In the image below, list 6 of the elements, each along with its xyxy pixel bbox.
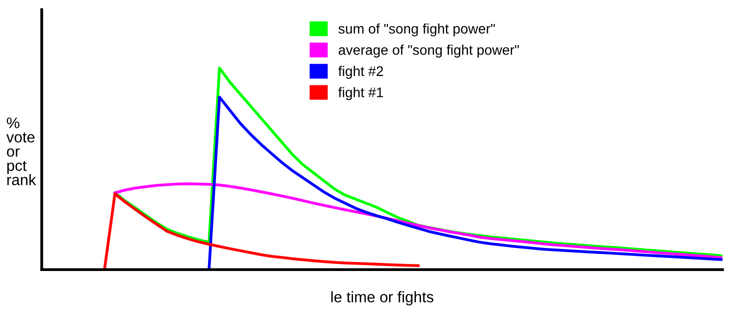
legend-label: average of "song fight power": [338, 44, 519, 58]
legend-label: fight #2: [338, 66, 383, 79]
legend-label: sum of "song fight power": [338, 23, 495, 36]
y-axis-title: % vote or pct rank: [6, 118, 36, 186]
legend-label: fight #1: [338, 87, 383, 100]
x-axis-title: le time or fights: [331, 291, 434, 306]
